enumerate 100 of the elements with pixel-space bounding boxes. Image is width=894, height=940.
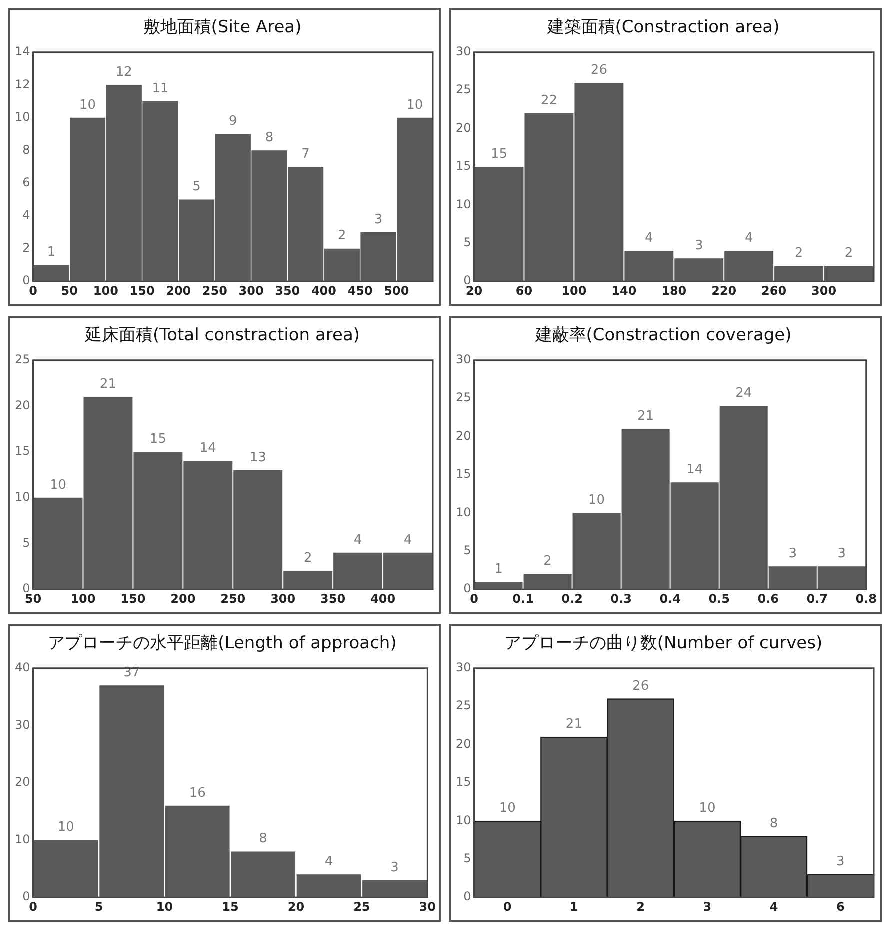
- y-tick-label: 40: [14, 660, 30, 675]
- x-tick-label: 350: [320, 592, 346, 606]
- x-tick-label: 250: [220, 592, 246, 606]
- y-tick-label: 10: [14, 110, 30, 124]
- y-tick-label: 15: [456, 159, 472, 174]
- data-label: 16: [189, 786, 206, 801]
- data-label: 22: [540, 93, 558, 108]
- y-tick-label: 25: [456, 698, 472, 713]
- x-tick-label: 140: [612, 284, 637, 298]
- chart-title: 建築面積(Constraction area): [546, 18, 780, 38]
- x-tick-label: 100: [93, 284, 118, 298]
- y-tick-label: 30: [14, 718, 30, 732]
- data-label: 21: [638, 409, 654, 424]
- x-tick-label: 350: [275, 284, 300, 298]
- x-tick-label: 30: [419, 900, 436, 914]
- data-label: 8: [265, 130, 274, 146]
- x-tick-label: 220: [712, 284, 737, 298]
- x-tick-label: 0.8: [856, 592, 878, 606]
- x-tick-label: 400: [370, 592, 396, 606]
- data-label: 21: [100, 376, 116, 392]
- x-tick-label: 180: [662, 284, 687, 298]
- data-label: 10: [50, 478, 67, 493]
- x-tick-label: 0: [503, 900, 512, 914]
- y-tick-label: 30: [456, 352, 472, 367]
- y-tick-label: 8: [22, 142, 30, 157]
- data-label: 12: [116, 65, 132, 80]
- y-tick-label: 2: [22, 240, 30, 255]
- data-label: 10: [588, 493, 606, 508]
- x-tick-label: 150: [120, 592, 146, 606]
- x-tick-label: 200: [170, 592, 196, 606]
- data-label: 13: [250, 450, 266, 466]
- data-label: 2: [338, 228, 346, 244]
- y-tick-label: 10: [14, 832, 30, 846]
- data-label: 10: [699, 801, 716, 816]
- data-label: 3: [374, 212, 383, 228]
- y-tick-label: 20: [456, 428, 472, 443]
- data-label: 5: [192, 180, 201, 195]
- y-tick-label: 10: [14, 490, 30, 504]
- y-tick-label: 10: [456, 197, 472, 212]
- x-tick-label: 0.7: [806, 592, 828, 606]
- data-label: 3: [694, 238, 704, 254]
- data-label: 11: [152, 81, 169, 96]
- x-tick-label: 300: [238, 284, 264, 298]
- x-tick-label: 15: [222, 900, 239, 914]
- x-tick-label: 500: [384, 284, 410, 298]
- y-tick-label: 25: [456, 82, 472, 97]
- data-label: 4: [744, 230, 754, 246]
- y-tick-label: 0: [22, 890, 30, 904]
- x-tick-label: 0.5: [708, 592, 730, 606]
- data-label: 8: [770, 816, 778, 832]
- x-tick-label: 0.6: [758, 592, 779, 606]
- x-tick-label: 0.4: [660, 592, 681, 606]
- x-tick-label: 20: [288, 900, 305, 914]
- chart-title: 敷地面積(Site Area): [143, 18, 302, 38]
- y-tick-label: 25: [14, 352, 30, 367]
- x-tick-label: 200: [166, 284, 192, 298]
- y-tick-label: 20: [456, 120, 472, 135]
- data-label: 21: [566, 717, 582, 732]
- data-label: 1: [494, 562, 503, 577]
- data-label: 3: [838, 546, 846, 562]
- data-label: 14: [686, 462, 704, 478]
- x-tick-label: 450: [348, 284, 373, 298]
- y-tick-label: 0: [464, 890, 472, 904]
- y-tick-label: 0: [22, 274, 30, 288]
- data-label: 2: [794, 246, 804, 262]
- x-tick-label: 100: [562, 284, 587, 298]
- x-tick-label: 50: [61, 284, 78, 298]
- x-tick-label: 250: [202, 284, 228, 298]
- y-tick-label: 20: [456, 736, 472, 751]
- data-label: 8: [259, 832, 268, 847]
- data-label: 10: [499, 801, 516, 816]
- y-tick-label: 15: [14, 444, 30, 458]
- data-label: 2: [544, 554, 552, 570]
- y-tick-label: 0: [464, 582, 472, 596]
- x-tick-label: 0.3: [610, 592, 632, 606]
- data-label: 24: [736, 386, 752, 402]
- x-tick-label: 150: [130, 284, 155, 298]
- data-label: 2: [304, 551, 312, 566]
- data-label: 14: [200, 441, 216, 456]
- x-tick-label: 5: [94, 900, 104, 914]
- data-label: 15: [490, 146, 508, 162]
- x-tick-label: 400: [311, 284, 337, 298]
- chart-title: 建蔽率(Constraction coverage): [534, 326, 792, 346]
- x-tick-label: 25: [354, 900, 370, 914]
- y-tick-label: 4: [22, 208, 30, 222]
- x-tick-label: 50: [24, 592, 42, 606]
- x-tick-label: 260: [762, 284, 787, 298]
- y-tick-label: 12: [14, 77, 30, 92]
- data-label: 7: [302, 146, 310, 162]
- data-label: 10: [80, 98, 96, 113]
- y-tick-label: 6: [22, 175, 30, 190]
- y-tick-label: 15: [456, 775, 472, 790]
- data-label: 2: [844, 246, 854, 262]
- data-label: 3: [390, 860, 399, 876]
- x-tick-label: 2: [636, 900, 646, 914]
- x-tick-label: 300: [270, 592, 296, 606]
- x-tick-label: 3: [703, 900, 712, 914]
- y-tick-label: 14: [14, 44, 30, 59]
- x-tick-label: 0.2: [562, 592, 583, 606]
- data-label: 4: [324, 854, 334, 870]
